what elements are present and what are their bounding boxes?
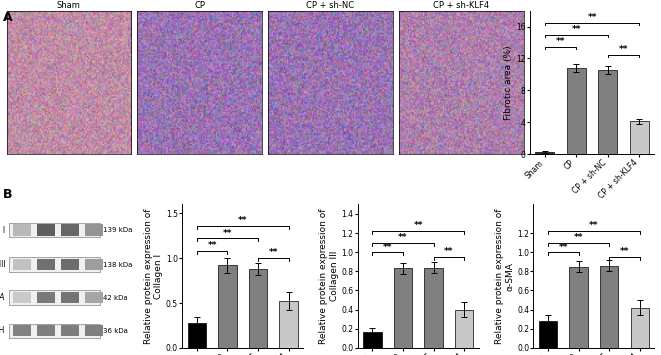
Text: **: ** bbox=[444, 247, 453, 256]
FancyBboxPatch shape bbox=[9, 323, 100, 338]
FancyBboxPatch shape bbox=[37, 224, 55, 236]
Text: **: ** bbox=[268, 248, 278, 257]
Text: **: ** bbox=[589, 222, 599, 230]
Text: **: ** bbox=[574, 233, 583, 242]
Text: B: B bbox=[3, 188, 13, 201]
FancyBboxPatch shape bbox=[37, 292, 55, 304]
Title: CP: CP bbox=[194, 1, 205, 10]
FancyBboxPatch shape bbox=[85, 292, 104, 304]
Text: A: A bbox=[3, 11, 13, 24]
Text: Collagen I: Collagen I bbox=[0, 226, 5, 235]
FancyBboxPatch shape bbox=[37, 259, 55, 271]
FancyBboxPatch shape bbox=[61, 259, 79, 271]
Text: 138 kDa: 138 kDa bbox=[104, 262, 133, 268]
Bar bbox=[539, 321, 557, 348]
Bar bbox=[249, 269, 267, 348]
FancyBboxPatch shape bbox=[13, 224, 31, 236]
FancyBboxPatch shape bbox=[13, 325, 31, 337]
Bar bbox=[598, 70, 617, 154]
Text: **: ** bbox=[383, 242, 393, 251]
Text: 36 kDa: 36 kDa bbox=[104, 328, 128, 334]
Text: 139 kDa: 139 kDa bbox=[104, 227, 133, 233]
Bar bbox=[535, 152, 555, 154]
Y-axis label: Relative protein expression of
Collagen I: Relative protein expression of Collagen … bbox=[143, 208, 163, 344]
FancyBboxPatch shape bbox=[13, 259, 31, 271]
Bar bbox=[569, 267, 588, 348]
Bar bbox=[424, 268, 443, 348]
Y-axis label: Relative protein expression of
Collagen III: Relative protein expression of Collagen … bbox=[319, 208, 338, 344]
FancyBboxPatch shape bbox=[9, 290, 100, 305]
FancyBboxPatch shape bbox=[9, 223, 100, 237]
Bar bbox=[631, 308, 649, 348]
Y-axis label: Fibrotic area (%): Fibrotic area (%) bbox=[504, 45, 513, 120]
Text: **: ** bbox=[556, 37, 565, 46]
Bar bbox=[394, 268, 412, 348]
FancyBboxPatch shape bbox=[61, 224, 79, 236]
Text: **: ** bbox=[619, 45, 629, 54]
Text: **: ** bbox=[559, 242, 568, 251]
Text: Collagen III: Collagen III bbox=[0, 260, 5, 269]
Text: α-SMA: α-SMA bbox=[0, 293, 5, 302]
Title: CP + sh-KLF4: CP + sh-KLF4 bbox=[433, 1, 489, 10]
Text: **: ** bbox=[588, 13, 597, 22]
Bar bbox=[280, 301, 297, 348]
Text: **: ** bbox=[414, 222, 423, 230]
Bar bbox=[600, 266, 618, 348]
Bar bbox=[218, 266, 237, 348]
Title: Sham: Sham bbox=[57, 1, 81, 10]
FancyBboxPatch shape bbox=[85, 259, 104, 271]
Bar bbox=[188, 323, 206, 348]
FancyBboxPatch shape bbox=[85, 224, 104, 236]
Bar bbox=[630, 121, 648, 154]
FancyBboxPatch shape bbox=[13, 292, 31, 304]
Text: **: ** bbox=[572, 25, 581, 34]
Text: 42 kDa: 42 kDa bbox=[104, 295, 128, 301]
Bar bbox=[455, 310, 473, 348]
Text: **: ** bbox=[238, 216, 247, 225]
Text: **: ** bbox=[619, 247, 629, 256]
Text: GAPDH: GAPDH bbox=[0, 326, 5, 335]
FancyBboxPatch shape bbox=[37, 325, 55, 337]
Bar bbox=[364, 332, 381, 348]
FancyBboxPatch shape bbox=[85, 325, 104, 337]
FancyBboxPatch shape bbox=[61, 292, 79, 304]
Y-axis label: Relative protein expression of
α-SMA: Relative protein expression of α-SMA bbox=[495, 208, 514, 344]
Text: **: ** bbox=[223, 229, 232, 238]
FancyBboxPatch shape bbox=[61, 325, 79, 337]
Bar bbox=[567, 68, 586, 154]
Title: CP + sh-NC: CP + sh-NC bbox=[307, 1, 354, 10]
Text: **: ** bbox=[398, 233, 408, 242]
Text: **: ** bbox=[208, 241, 217, 250]
FancyBboxPatch shape bbox=[9, 257, 100, 272]
